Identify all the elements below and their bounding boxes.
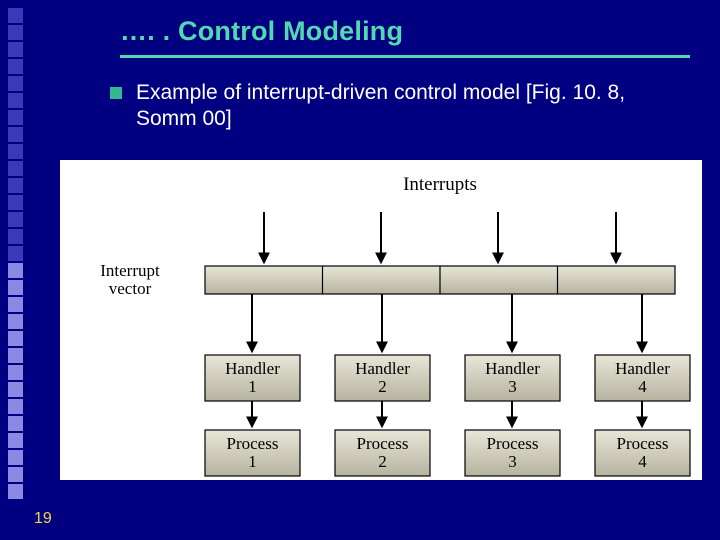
page-number: 19 xyxy=(34,510,52,528)
title-rule xyxy=(120,55,690,58)
svg-text:Process: Process xyxy=(617,434,669,453)
title-area: …. . Control Modeling xyxy=(120,16,690,58)
svg-text:Handler: Handler xyxy=(485,359,540,378)
svg-text:Handler: Handler xyxy=(615,359,670,378)
diagram: InterruptsInterruptvectorHandler1Handler… xyxy=(60,160,702,480)
svg-text:Handler: Handler xyxy=(225,359,280,378)
svg-text:Interrupt: Interrupt xyxy=(100,261,160,280)
svg-text:1: 1 xyxy=(248,452,257,471)
body-text: Example of interrupt-driven control mode… xyxy=(110,80,690,133)
svg-text:4: 4 xyxy=(638,452,647,471)
svg-text:Interrupts: Interrupts xyxy=(403,174,477,195)
svg-text:vector: vector xyxy=(109,279,152,298)
side-decor xyxy=(8,8,24,532)
slide-title: …. . Control Modeling xyxy=(120,16,690,47)
svg-text:3: 3 xyxy=(508,377,517,396)
svg-text:Handler: Handler xyxy=(355,359,410,378)
svg-text:Process: Process xyxy=(357,434,409,453)
svg-text:Process: Process xyxy=(487,434,539,453)
svg-text:4: 4 xyxy=(638,377,647,396)
svg-text:2: 2 xyxy=(378,452,387,471)
svg-text:3: 3 xyxy=(508,452,517,471)
svg-text:1: 1 xyxy=(248,377,257,396)
svg-text:2: 2 xyxy=(378,377,387,396)
bullet-text: Example of interrupt-driven control mode… xyxy=(136,80,690,133)
svg-text:Process: Process xyxy=(227,434,279,453)
bullet-icon xyxy=(110,87,122,99)
